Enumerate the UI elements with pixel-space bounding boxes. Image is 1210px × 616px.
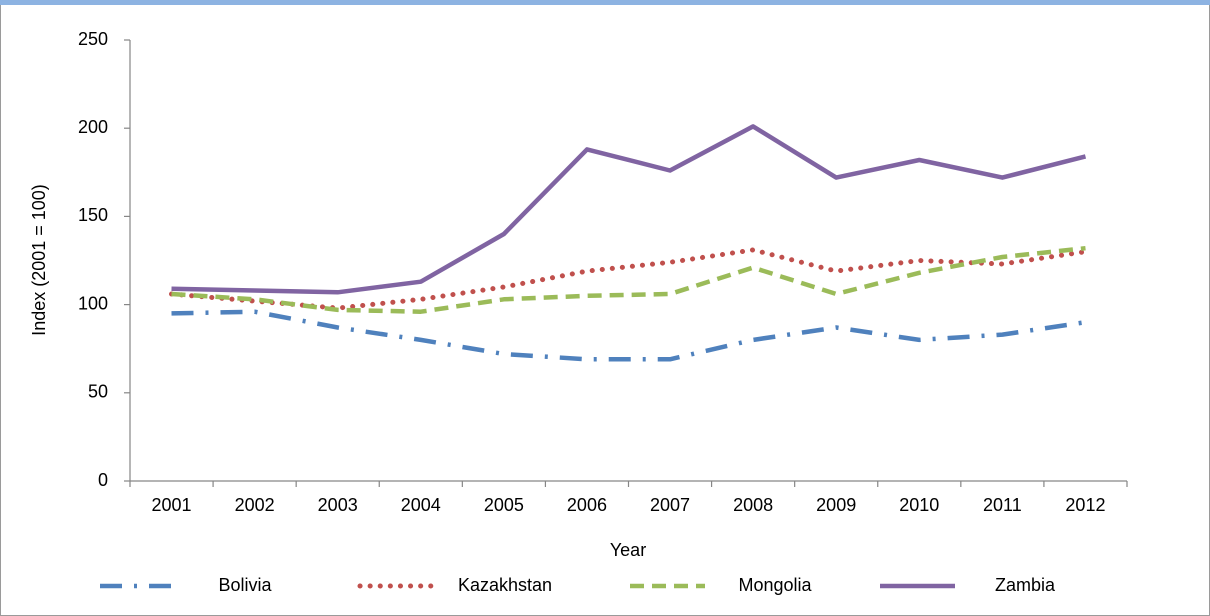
x-tick-label: 2001 <box>152 495 192 515</box>
y-tick-label: 50 <box>88 382 108 402</box>
legend-label: Bolivia <box>218 575 272 595</box>
x-tick-label: 2003 <box>318 495 358 515</box>
x-tick-label: 2005 <box>484 495 524 515</box>
y-tick-label: 0 <box>98 470 108 490</box>
series-line <box>171 124 1087 295</box>
x-tick-label: 2004 <box>401 495 441 515</box>
x-axis-title: Year <box>610 540 646 560</box>
y-tick-label: 100 <box>78 293 108 313</box>
x-tick-label: 2010 <box>899 495 939 515</box>
x-tick-label: 2008 <box>733 495 773 515</box>
series-line <box>169 247 1088 311</box>
y-tick-label: 250 <box>78 29 108 49</box>
x-tick-label: 2006 <box>567 495 607 515</box>
x-tick-label: 2012 <box>1065 495 1105 515</box>
y-tick-label: 150 <box>78 205 108 225</box>
legend-label: Zambia <box>995 575 1056 595</box>
legend-label: Mongolia <box>738 575 812 595</box>
y-axis-title: Index (2001 = 100) <box>29 184 49 336</box>
y-tick-label: 200 <box>78 117 108 137</box>
series-line <box>171 309 1086 362</box>
top-bar <box>0 0 1210 5</box>
x-tick-label: 2011 <box>983 495 1022 515</box>
x-tick-label: 2002 <box>235 495 275 515</box>
x-tick-label: 2009 <box>816 495 856 515</box>
legend-label: Kazakhstan <box>458 575 552 595</box>
x-tick-label: 2007 <box>650 495 690 515</box>
series-line <box>171 245 1086 314</box>
